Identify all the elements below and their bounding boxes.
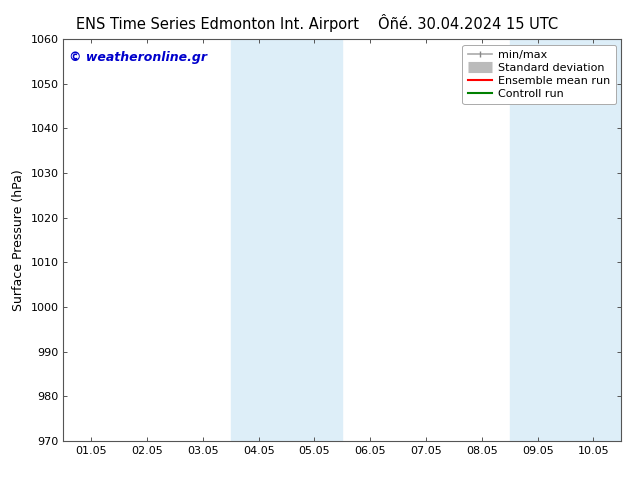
Text: ENS Time Series Edmonton Int. Airport: ENS Time Series Edmonton Int. Airport <box>76 17 359 32</box>
Legend: min/max, Standard deviation, Ensemble mean run, Controll run: min/max, Standard deviation, Ensemble me… <box>462 45 616 104</box>
Y-axis label: Surface Pressure (hPa): Surface Pressure (hPa) <box>12 169 25 311</box>
Bar <box>231 39 342 441</box>
Text: Ôñé. 30.04.2024 15 UTC: Ôñé. 30.04.2024 15 UTC <box>378 17 558 32</box>
Bar <box>510 39 621 441</box>
Text: © weatheronline.gr: © weatheronline.gr <box>69 51 207 64</box>
